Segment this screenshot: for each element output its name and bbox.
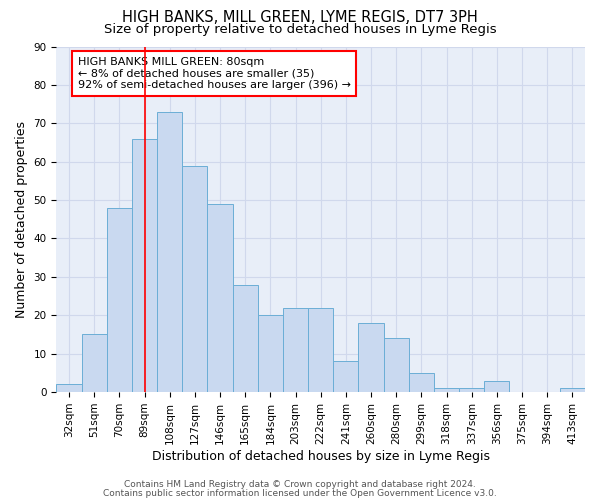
Bar: [182, 166, 208, 392]
Text: Contains HM Land Registry data © Crown copyright and database right 2024.: Contains HM Land Registry data © Crown c…: [124, 480, 476, 489]
Text: Contains public sector information licensed under the Open Government Licence v3: Contains public sector information licen…: [103, 488, 497, 498]
Bar: [434, 388, 459, 392]
Bar: [107, 208, 132, 392]
Bar: [333, 362, 358, 392]
Text: HIGH BANKS, MILL GREEN, LYME REGIS, DT7 3PH: HIGH BANKS, MILL GREEN, LYME REGIS, DT7 …: [122, 10, 478, 25]
Bar: [233, 284, 258, 392]
Bar: [132, 138, 157, 392]
Bar: [383, 338, 409, 392]
Bar: [409, 373, 434, 392]
Bar: [283, 308, 308, 392]
Bar: [459, 388, 484, 392]
Bar: [308, 308, 333, 392]
Bar: [560, 388, 585, 392]
Y-axis label: Number of detached properties: Number of detached properties: [15, 121, 28, 318]
Text: HIGH BANKS MILL GREEN: 80sqm
← 8% of detached houses are smaller (35)
92% of sem: HIGH BANKS MILL GREEN: 80sqm ← 8% of det…: [77, 57, 350, 90]
Bar: [484, 380, 509, 392]
Bar: [56, 384, 82, 392]
Bar: [208, 204, 233, 392]
Text: Size of property relative to detached houses in Lyme Regis: Size of property relative to detached ho…: [104, 22, 496, 36]
X-axis label: Distribution of detached houses by size in Lyme Regis: Distribution of detached houses by size …: [152, 450, 490, 462]
Bar: [82, 334, 107, 392]
Bar: [157, 112, 182, 392]
Bar: [358, 323, 383, 392]
Bar: [258, 316, 283, 392]
